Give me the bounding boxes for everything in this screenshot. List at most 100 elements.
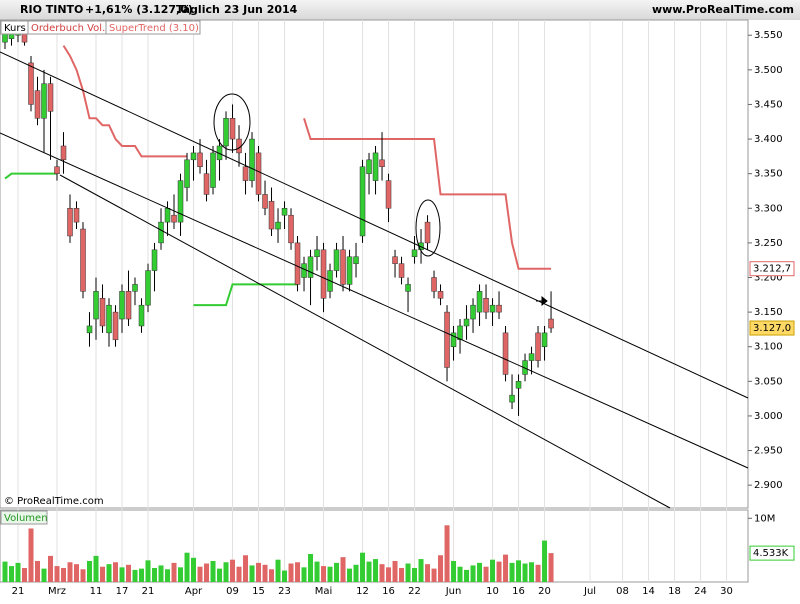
candle-body [210,152,216,188]
volume-bar [412,567,418,582]
symbol: RIO TINTO [20,3,83,16]
candle-body [28,62,34,105]
volume-bar [119,567,125,582]
x-tick-label: 11 [90,586,103,597]
candle-body [281,208,288,216]
candle-body [411,249,418,257]
candle-body [483,298,489,313]
y-tick-label: 3.250 [754,238,783,249]
candle-body [171,214,177,223]
volume-bar [15,562,21,582]
volume-bar [178,567,184,582]
candle-body [138,304,145,327]
volume-bar [542,540,548,582]
volume-bar [197,566,203,582]
candle-body [405,284,411,292]
volume-bar [100,566,106,582]
volume-bar [321,566,327,582]
candle-body [470,304,476,320]
x-tick-label: 21 [142,586,155,597]
volume-bar [132,569,138,582]
last-volume: 4.533K [753,548,789,559]
volume-bar [236,566,242,582]
candle-body [80,228,86,292]
candle-body [73,208,80,223]
volume-bar [126,564,132,582]
volume-bar [275,559,281,582]
candle-body [119,291,125,320]
candle-body [424,221,431,244]
x-tick-label: 16 [382,586,395,597]
y-tick-label: 3.000 [754,411,783,422]
volume-bar [61,567,67,582]
candle-body [190,152,197,161]
volume-bar [366,561,372,582]
volume-bar [386,567,392,582]
legend-box [105,20,201,35]
candle-body [132,284,138,292]
candle-body [307,256,314,278]
volume-bar [282,570,288,582]
legend-box [0,510,48,525]
x-tick-label: 16 [512,586,525,597]
y-tick-label: 3.150 [754,307,783,318]
candle-body [366,159,372,174]
candle-body [242,166,249,181]
x-tick-label: 12 [356,586,369,597]
candle-body [93,291,99,320]
volume-bar [223,562,229,582]
candle-body [431,277,437,292]
volume-bar [509,562,515,582]
candle-body [249,138,255,181]
trend-line [59,174,671,509]
trend-lines [0,51,749,509]
circle-annotation [213,93,251,151]
candle-body [268,201,275,230]
volume-bar [373,559,379,582]
volume-bar [483,566,489,582]
volume-bar [360,552,366,582]
volume-bar [308,553,314,582]
volume-bar [444,525,450,582]
x-tick-label: Apr [185,586,203,597]
x-tick-label: 20 [538,586,551,597]
volume-bar [405,563,411,582]
volume-bar [522,563,528,582]
candle-body [340,249,346,285]
candle-body [548,318,554,329]
candle-body [112,311,119,341]
candle-body [398,263,405,278]
volume-bar [288,563,294,582]
candle-body [255,152,262,195]
volume-bar [217,568,223,582]
candle-body [34,90,41,119]
volume-bar [457,566,463,582]
x-tick-label: 18 [668,586,681,597]
candle-body [223,118,229,147]
candle-body [320,249,327,299]
supertrend-value-box [749,261,795,277]
volume-bar [41,568,47,582]
date: 23 Jun 2014 [224,3,298,16]
last-volume-box [749,545,795,561]
candle-body [450,332,457,347]
volume-bar [22,567,28,582]
volume-bar [295,562,301,582]
volume-bar [249,565,255,582]
volume-bar [503,554,509,582]
candle-body [60,145,67,161]
volume-bar [191,557,197,582]
x-tick-label: 24 [694,586,707,597]
volume-bar [399,567,405,582]
x-tick-label: 14 [642,586,655,597]
volume-bar [451,560,457,582]
volume-bar [48,555,54,582]
last-price-box [749,320,795,336]
volume-bar [145,560,151,582]
volume-bar [516,560,522,582]
candle-body [275,221,281,230]
volume-bar [106,564,112,582]
volume-bar [438,555,444,582]
candle-body [502,332,509,375]
